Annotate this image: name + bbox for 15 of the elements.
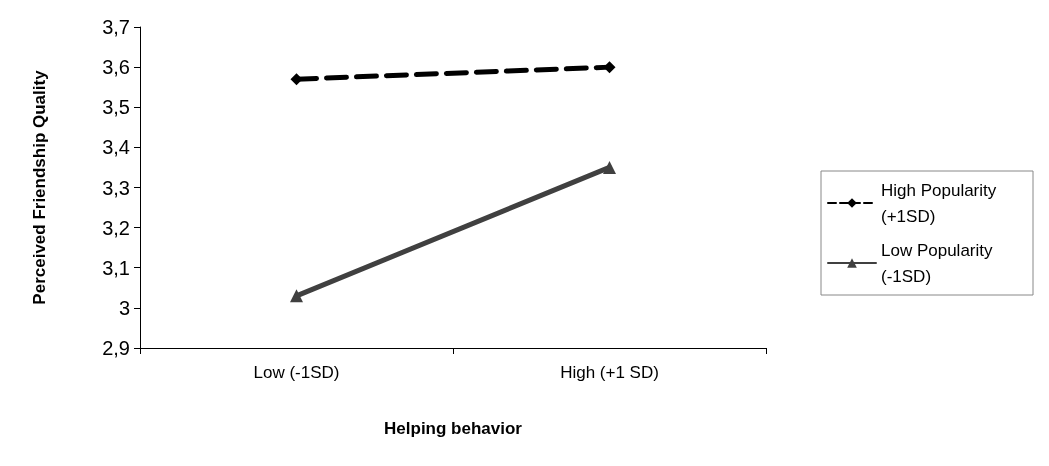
y-tick-label: 2,9 (102, 337, 130, 359)
x-axis-title: Helping behavior (384, 419, 523, 438)
y-tick-label: 3,3 (102, 176, 130, 199)
y-tick-label: 3,6 (102, 56, 130, 79)
legend-label: High Popularity (+1SD) (881, 180, 1002, 226)
y-tick-label: 3,2 (102, 216, 130, 239)
y-tick-label: 3,4 (102, 136, 130, 159)
y-axis-title: Perceived Friendship Quality (30, 69, 49, 305)
y-tick-label: 3,7 (102, 16, 130, 38)
y-tick-label: 3,5 (102, 96, 130, 119)
x-tick-label: High (+1 SD) (560, 363, 659, 382)
y-tick-label: 3,1 (102, 256, 130, 279)
x-tick-label: Low (-1SD) (253, 363, 340, 382)
legend-label: Low Popularity (-1SD) (881, 240, 998, 286)
y-tick-label: 3 (118, 296, 130, 319)
